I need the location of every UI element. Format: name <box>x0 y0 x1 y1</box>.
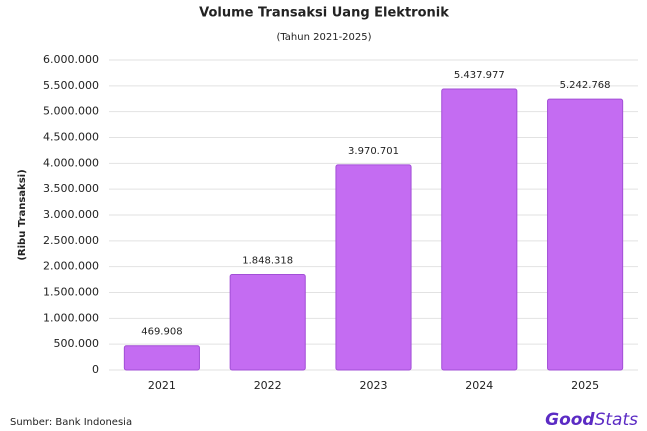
x-tick-label: 2024 <box>465 379 493 392</box>
x-tick-label: 2021 <box>148 379 176 392</box>
y-tick-label: 3.500.000 <box>43 182 99 195</box>
x-tick-label: 2025 <box>571 379 599 392</box>
y-tick-label: 5.500.000 <box>43 79 99 92</box>
y-tick-label: 2.000.000 <box>43 260 99 273</box>
value-label: 469.908 <box>141 327 182 338</box>
bar <box>441 88 518 371</box>
y-tick-label: 6.000.000 <box>43 53 99 66</box>
y-tick-label: 1.500.000 <box>43 286 99 299</box>
y-tick-label: 500.000 <box>54 337 100 350</box>
y-tick-label: 4.000.000 <box>43 156 99 169</box>
bar <box>229 274 306 371</box>
y-axis-label: (Ribu Transaksi) <box>17 169 28 260</box>
chart-subtitle: (Tahun 2021-2025) <box>276 32 371 43</box>
y-tick-label: 1.000.000 <box>43 311 99 324</box>
y-tick-label: 2.500.000 <box>43 234 99 247</box>
y-tick-label: 3.000.000 <box>43 208 99 221</box>
source: Sumber: Bank Indonesia <box>10 417 132 428</box>
value-label: 3.970.701 <box>348 146 399 157</box>
chart-title: Volume Transaksi Uang Elektronik <box>199 6 449 21</box>
y-tick-label: 0 <box>92 363 99 376</box>
value-label: 1.848.318 <box>242 256 293 267</box>
bar <box>335 164 412 371</box>
y-tick-label: 4.500.000 <box>43 131 99 144</box>
y-tick-label: 5.000.000 <box>43 105 99 118</box>
logo: GoodStats <box>545 410 638 430</box>
value-label: 5.242.768 <box>560 80 611 91</box>
logo-stats: Stats <box>595 410 639 430</box>
logo-good: Good <box>545 410 595 430</box>
x-tick-label: 2022 <box>254 379 282 392</box>
bar <box>547 98 624 371</box>
x-tick-label: 2023 <box>360 379 388 392</box>
bar <box>123 345 200 371</box>
value-label: 5.437.977 <box>454 70 505 81</box>
